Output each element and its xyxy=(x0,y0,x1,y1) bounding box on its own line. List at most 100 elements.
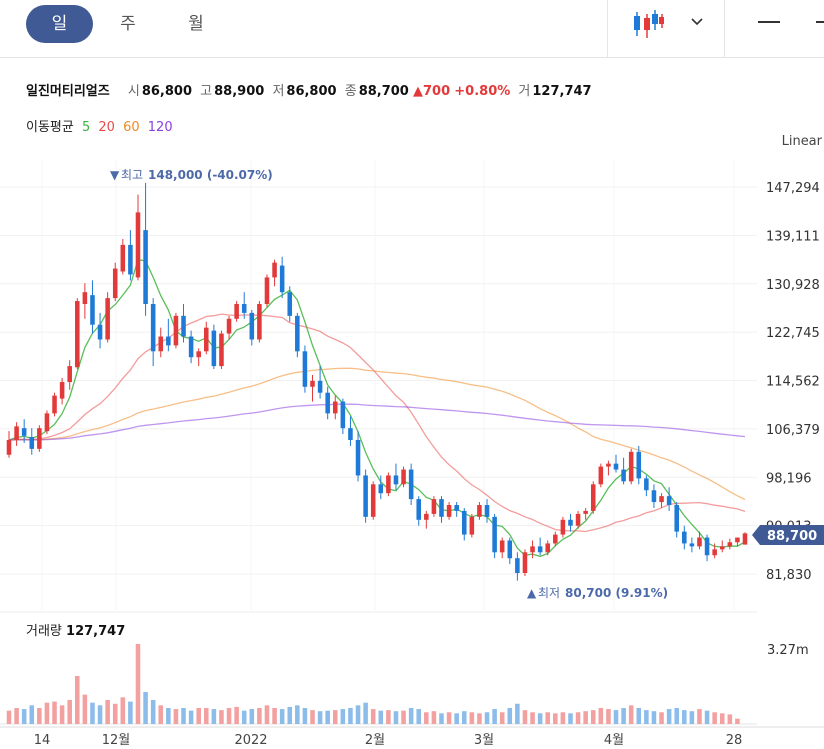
high-label: 고 xyxy=(200,84,213,99)
candle xyxy=(6,439,12,455)
volume-bar xyxy=(249,709,255,724)
candle xyxy=(606,463,611,467)
candle xyxy=(659,496,664,503)
candle xyxy=(295,315,300,352)
candle xyxy=(340,401,346,429)
volume-bar xyxy=(484,712,490,724)
candle xyxy=(257,304,262,340)
candle xyxy=(598,466,604,485)
high-value: 88,900 xyxy=(214,84,265,99)
time-tick-label: 3월 xyxy=(474,733,494,748)
volume-bar xyxy=(370,709,376,724)
volume-bar xyxy=(6,710,12,724)
chevron-down-icon[interactable] xyxy=(690,13,704,27)
ma-5[interactable]: 5 xyxy=(81,120,91,135)
volume-bar xyxy=(689,711,695,724)
volume-bar xyxy=(590,710,596,724)
candle xyxy=(742,533,748,545)
volume-bar xyxy=(325,710,330,724)
volume-bar xyxy=(613,710,619,724)
volume-bar xyxy=(378,710,384,724)
price-tick-label: 147,294 xyxy=(766,181,820,196)
candle xyxy=(651,490,657,503)
candle xyxy=(310,380,315,387)
candle xyxy=(553,534,558,544)
candle xyxy=(181,315,186,337)
candle xyxy=(401,469,406,485)
tab-weekly[interactable]: 주 xyxy=(120,14,136,34)
volume-bar xyxy=(173,709,179,724)
time-tick-label: 2월 xyxy=(365,733,385,748)
candle xyxy=(507,540,513,559)
volume-bar xyxy=(211,709,217,724)
volume-bar xyxy=(697,709,702,724)
volume-bar xyxy=(97,705,103,724)
candle xyxy=(393,475,399,485)
candle xyxy=(530,546,535,553)
volume-bar xyxy=(264,705,270,724)
chart-style-button[interactable] xyxy=(628,8,668,42)
candle xyxy=(355,439,361,476)
volume-bar xyxy=(204,708,209,724)
ma-20-line xyxy=(8,313,746,533)
scale-mode-toggle[interactable]: Linear xyxy=(781,134,822,149)
volume-bar xyxy=(507,708,513,724)
candle xyxy=(264,277,270,305)
candle xyxy=(719,546,725,550)
volume-bar xyxy=(355,705,361,724)
price-tick-label: 114,562 xyxy=(766,375,820,390)
volume-bar xyxy=(135,644,141,724)
volume-bar xyxy=(272,708,277,724)
volume-bar xyxy=(727,714,733,724)
candle xyxy=(75,301,80,368)
horizontal-line-icon[interactable] xyxy=(758,20,780,24)
close-label: 종 xyxy=(344,84,357,99)
candle xyxy=(378,484,384,494)
toolbar-divider xyxy=(607,0,608,57)
candle xyxy=(499,540,505,553)
tab-monthly[interactable]: 월 xyxy=(188,14,204,34)
ma-60[interactable]: 60 xyxy=(123,120,140,135)
candle xyxy=(211,330,217,367)
ma-120[interactable]: 120 xyxy=(147,120,173,135)
volume-bars xyxy=(0,611,757,725)
low-value: 80,700 (9.91%) xyxy=(565,586,668,600)
tab-daily[interactable]: 일 xyxy=(26,5,93,43)
candle xyxy=(568,519,573,526)
volume-bar xyxy=(461,711,467,724)
candle xyxy=(241,304,247,313)
ma-20[interactable]: 20 xyxy=(98,120,115,135)
candle xyxy=(583,510,588,514)
volume-bar xyxy=(181,708,186,724)
candle xyxy=(279,265,285,293)
price-tick-label: 98,196 xyxy=(766,471,812,486)
candle xyxy=(44,413,50,432)
candle xyxy=(196,351,201,358)
volume-bar xyxy=(431,711,437,724)
candle xyxy=(317,380,323,393)
volume-bar xyxy=(348,708,353,724)
volume-bar xyxy=(166,708,171,724)
low-arrow: ▲ xyxy=(527,586,537,600)
volume-bar xyxy=(219,710,224,724)
volume-bar xyxy=(90,702,95,724)
volume-bar xyxy=(469,712,475,724)
candle xyxy=(287,292,293,316)
volume-axis-tick: 3.27m xyxy=(767,643,809,658)
candle xyxy=(522,552,528,573)
candle xyxy=(120,244,126,272)
candle xyxy=(537,546,543,553)
candle xyxy=(21,428,27,436)
volume-bar xyxy=(621,708,626,724)
candle xyxy=(712,549,717,556)
candle xyxy=(446,505,452,517)
low-label: 저 xyxy=(272,84,285,99)
volume-bar xyxy=(393,711,399,724)
low-label: 최저 xyxy=(538,586,560,600)
volume-bar xyxy=(29,705,35,724)
volume-bar xyxy=(158,705,164,724)
moving-average-legend: 이동평균 5 20 60 120 xyxy=(26,116,173,135)
volume-bar xyxy=(636,708,642,724)
horizontal-line-icon[interactable] xyxy=(816,20,824,24)
